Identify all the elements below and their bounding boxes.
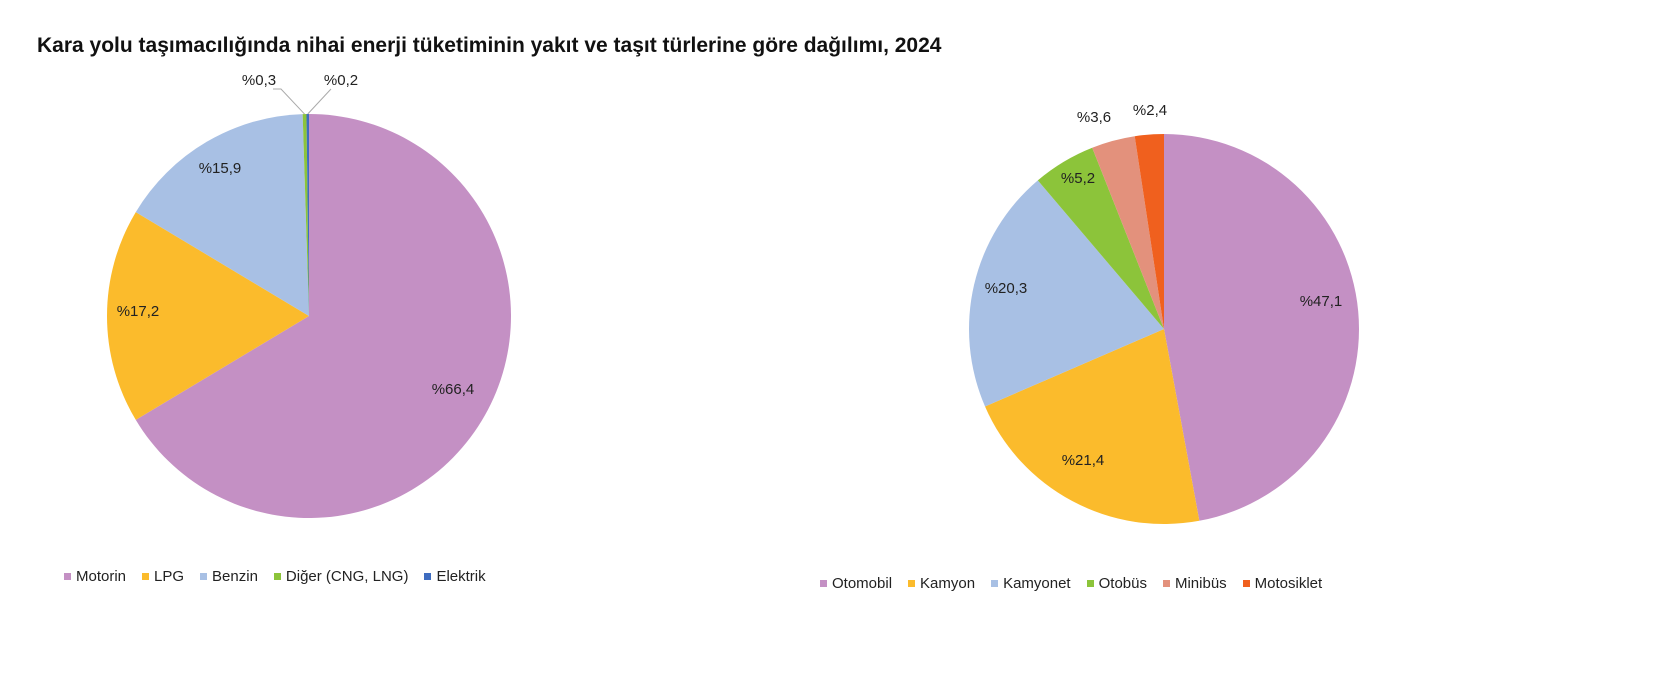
legend-item: Diğer (CNG, LNG)	[273, 568, 409, 585]
legend-swatch	[991, 580, 999, 587]
data-label: %5,2	[1061, 170, 1095, 187]
legend-label: Motorin	[76, 568, 127, 585]
pie-slice-minib-s	[1092, 136, 1164, 329]
pie-slice-otob-s	[1037, 147, 1164, 329]
pie-slice-elektrik	[306, 114, 309, 316]
pie-slice-benzin	[135, 114, 309, 317]
leader-line	[307, 88, 332, 115]
pie-slice-motosiklet	[1134, 134, 1164, 329]
legend-item: Kamyon	[908, 575, 975, 592]
legend-swatch	[1162, 580, 1170, 587]
legend-item: Kamyonet	[991, 575, 1071, 592]
legend-swatch	[1086, 580, 1094, 587]
data-label: %66,4	[432, 381, 475, 398]
legend-label: Benzin	[212, 568, 258, 585]
legend-item: Benzin	[200, 568, 258, 585]
data-label: %17,2	[117, 303, 160, 320]
pie-slice-kamyon	[985, 329, 1200, 524]
legend-item: Otobüs	[1086, 575, 1147, 592]
legend-swatch	[1242, 580, 1250, 587]
legend-item: Minibüs	[1162, 575, 1227, 592]
legend-swatch	[908, 580, 916, 587]
legend-swatch	[273, 573, 281, 580]
legend-vehicle: Otomobil Kamyon Kamyonet Otobüs Minibüs Motos…	[820, 575, 1322, 592]
data-label: %2,4	[1133, 102, 1167, 119]
legend-label: LPG	[154, 568, 185, 585]
legend-swatch	[424, 573, 432, 580]
legend-label: Minibüs	[1174, 575, 1227, 592]
data-label: %0,2	[324, 72, 358, 89]
legend-swatch	[142, 573, 150, 580]
legend-item: Motosiklet	[1242, 575, 1323, 592]
legend-swatch	[200, 573, 208, 580]
data-label: %47,1	[1300, 293, 1343, 310]
legend-label: Elektrik	[436, 568, 486, 585]
pie-slice-di-er-cng-lng-	[302, 114, 309, 316]
data-label: %15,9	[199, 160, 242, 177]
legend-label: Diğer (CNG, LNG)	[285, 568, 409, 585]
pie-slice-lpg	[106, 212, 309, 420]
legend-item: Motorin	[64, 568, 126, 585]
legend-label: Motosiklet	[1254, 575, 1323, 592]
leader-line	[273, 88, 305, 115]
legend-label: Kamyonet	[1003, 575, 1071, 592]
legend-label: Kamyon	[920, 575, 976, 592]
pie-slice-motorin	[135, 114, 512, 519]
data-label: %3,6	[1077, 109, 1111, 126]
data-label: %20,3	[985, 280, 1028, 297]
legend-item: Otomobil	[820, 575, 892, 592]
legend-swatch	[820, 580, 827, 587]
data-label: %0,3	[242, 72, 276, 89]
legend-item: LPG	[142, 568, 184, 585]
pie-slice-otomobil	[1164, 134, 1359, 521]
chart-title: Kara yolu taşımacılığında nihai enerji t…	[37, 34, 942, 57]
legend-label: Otobüs	[1098, 575, 1147, 592]
legend-label: Otomobil	[832, 575, 893, 592]
pie-slice-kamyonet	[969, 180, 1164, 407]
legend-item: Elektrik	[424, 568, 486, 585]
data-label: %21,4	[1062, 452, 1105, 469]
legend-fuel: Motorin LPG Benzin Diğer (CNG, LNG) Elektrik	[64, 568, 486, 585]
legend-swatch	[64, 573, 71, 580]
